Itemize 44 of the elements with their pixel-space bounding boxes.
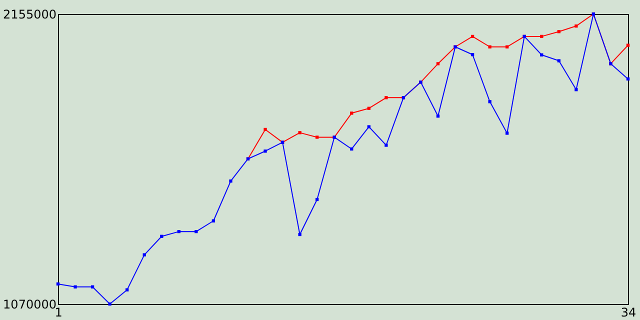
point xyxy=(557,30,560,34)
point xyxy=(264,150,267,153)
point xyxy=(506,132,509,135)
point xyxy=(350,112,354,115)
point xyxy=(177,230,180,234)
point xyxy=(56,282,60,286)
point xyxy=(194,230,198,234)
line-series xyxy=(56,12,630,306)
point xyxy=(488,45,492,48)
point xyxy=(316,136,319,139)
point xyxy=(108,302,112,306)
point xyxy=(367,125,370,128)
y-tick-label: 2155000 xyxy=(3,8,56,22)
point xyxy=(298,131,302,134)
point xyxy=(229,179,232,183)
point xyxy=(212,219,216,222)
point xyxy=(470,34,474,38)
point xyxy=(626,44,630,47)
point xyxy=(384,144,388,147)
point xyxy=(540,53,544,56)
point xyxy=(350,147,354,151)
point xyxy=(488,100,492,104)
point xyxy=(126,288,129,292)
point xyxy=(574,88,578,92)
point xyxy=(436,114,440,118)
point xyxy=(470,53,474,56)
point xyxy=(90,285,94,288)
point xyxy=(436,62,440,66)
point xyxy=(557,59,560,62)
point xyxy=(367,106,370,110)
point xyxy=(264,128,267,132)
y-tick-label: 1070000 xyxy=(3,298,56,312)
point xyxy=(298,232,302,236)
point xyxy=(160,234,164,238)
point xyxy=(384,96,388,100)
x-tick-label: 34 xyxy=(620,306,636,320)
point xyxy=(540,34,544,38)
x-tick-label: 1 xyxy=(54,306,62,320)
point xyxy=(626,77,630,81)
point xyxy=(574,24,578,28)
point xyxy=(74,285,77,288)
point xyxy=(506,45,509,48)
point xyxy=(142,253,146,256)
point xyxy=(316,198,319,202)
